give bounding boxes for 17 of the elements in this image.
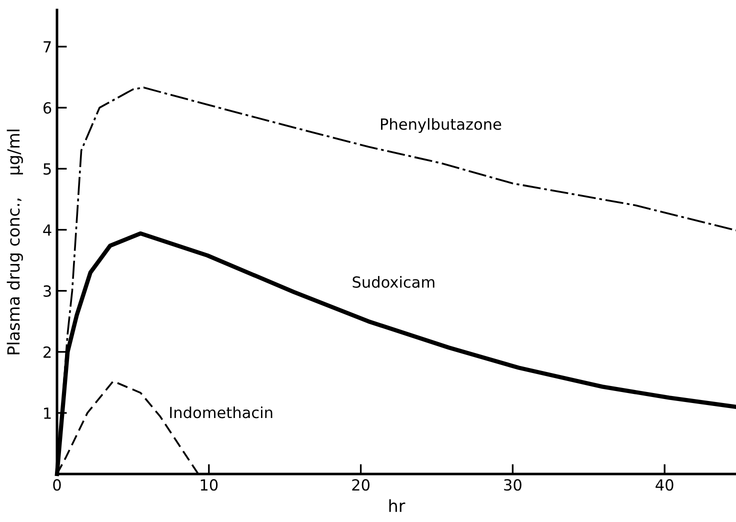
series-label: Indomethacin (170, 406, 272, 418)
y-axis-title: Plasma drug conc., μg/ml (6, 130, 23, 354)
series-label: Phenylbutazone (381, 118, 502, 133)
y-tick-label: 4 (43, 224, 52, 236)
x-tick-label: 10 (200, 479, 218, 491)
x-tick-label: 0 (53, 479, 61, 491)
y-tick-label: 5 (44, 163, 51, 175)
y-tick-label: 6 (43, 102, 52, 114)
x-tick-label: 30 (504, 479, 522, 491)
y-tick-label: 2 (44, 346, 51, 358)
series-label: Sudoxicam (352, 276, 434, 288)
y-tick-label: 1 (44, 408, 51, 419)
x-axis-title: hr (389, 499, 406, 512)
y-tick-label: 3 (44, 285, 51, 297)
x-tick-label: 40 (656, 479, 674, 491)
y-tick-label: 7 (44, 41, 51, 52)
x-tick-label: 20 (352, 479, 370, 491)
